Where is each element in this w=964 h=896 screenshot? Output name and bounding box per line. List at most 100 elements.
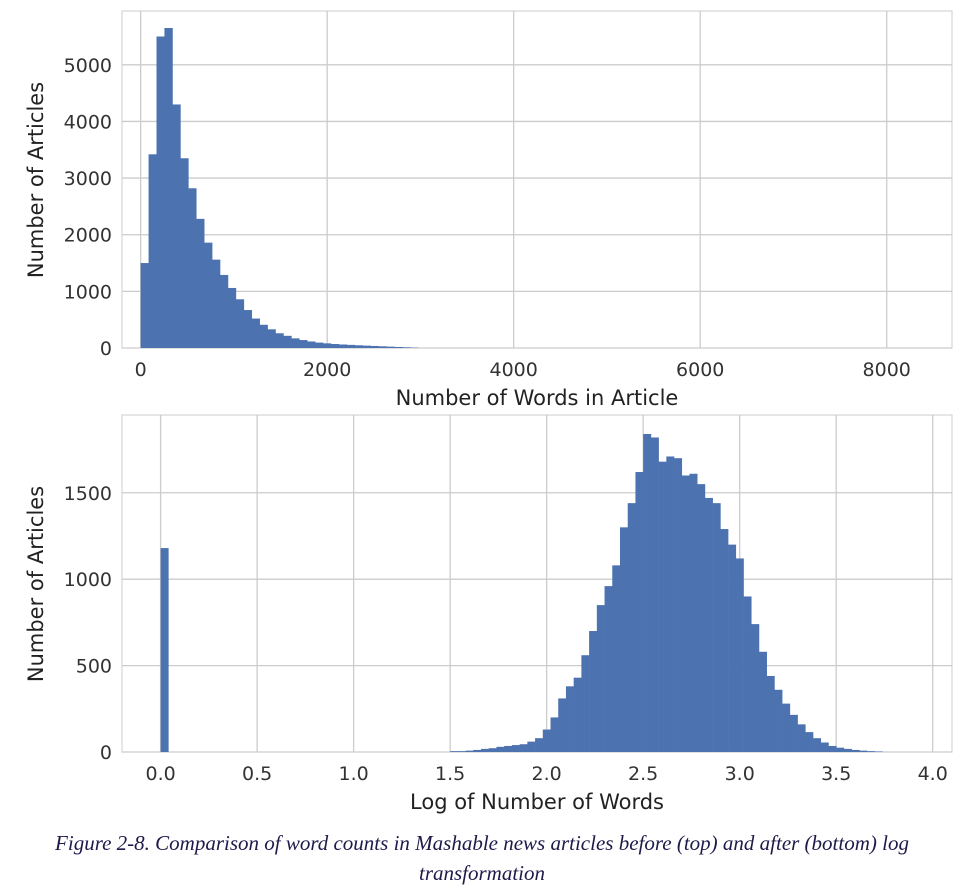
top-y-tick-label: 0	[100, 338, 112, 360]
top-histogram-bar	[196, 218, 205, 348]
bottom-x-ticks: 0.0 0.5 1.0 1.5 2.0 2.5 3.0 3.5 4.0	[145, 763, 947, 785]
top-histogram-bar	[378, 346, 387, 348]
top-histogram-bar	[148, 154, 157, 348]
bottom-x-tick-label: 4.0	[918, 763, 948, 785]
bottom-histogram-bar	[859, 750, 868, 752]
bottom-histogram-bar	[620, 527, 629, 752]
bottom-histogram-bar	[481, 748, 490, 752]
bottom-y-tick-label: 0	[100, 742, 112, 764]
top-x-tick-label: 8000	[863, 359, 911, 381]
top-histogram-bar	[204, 242, 213, 348]
top-histogram-bar	[267, 329, 276, 348]
bottom-histogram-bar	[843, 748, 852, 752]
bottom-histogram-bar	[635, 472, 644, 752]
top-histogram-bar	[299, 340, 308, 348]
top-y-tick-label: 4000	[64, 111, 112, 133]
top-histogram-bar	[180, 158, 189, 348]
top-histogram-bar	[354, 345, 364, 348]
bottom-x-tick-label: 0.0	[145, 763, 175, 785]
top-histogram-bar	[243, 310, 253, 348]
bottom-histogram-bar	[473, 749, 482, 752]
top-x-tick-label: 4000	[490, 359, 538, 381]
bottom-x-tick-label: 1.5	[435, 763, 465, 785]
top-plot-area	[121, 10, 953, 349]
bottom-histogram-bar	[766, 675, 775, 752]
bottom-y-tick-label: 1500	[64, 483, 112, 505]
bottom-histogram-bar	[851, 749, 860, 752]
top-x-tick-label: 0	[135, 359, 147, 381]
bottom-histogram-bar	[674, 458, 683, 752]
figure-caption: Figure 2-8. Comparison of word counts in…	[55, 831, 909, 885]
bottom-histogram-bar	[712, 503, 721, 752]
top-y-axis-label: Number of Articles	[24, 82, 48, 278]
top-histogram-bar	[275, 333, 284, 348]
top-histogram-bar	[227, 287, 237, 348]
bottom-x-tick-label: 3.5	[821, 763, 851, 785]
bottom-x-tick-label: 3.0	[725, 763, 755, 785]
top-histogram-bar	[315, 342, 324, 348]
top-bars	[140, 27, 419, 348]
bottom-histogram-bar	[488, 748, 497, 752]
top-y-tick-label: 5000	[64, 55, 112, 77]
top-histogram-bar	[402, 347, 411, 348]
top-histogram-bar	[188, 188, 197, 348]
bottom-histogram-bar	[728, 544, 737, 752]
bottom-bars	[160, 434, 883, 752]
bottom-histogram-bar	[450, 751, 459, 752]
bottom-histogram-bar	[504, 745, 513, 752]
bottom-histogram-bar	[697, 484, 706, 752]
top-histogram-bar	[259, 324, 268, 348]
bottom-histogram-bar	[596, 605, 605, 752]
bottom-histogram-bar	[720, 529, 729, 752]
top-x-tick-label: 6000	[676, 359, 724, 381]
bottom-histogram-bar	[550, 717, 559, 752]
bottom-histogram-bar	[681, 475, 690, 752]
top-histogram-bar	[211, 259, 221, 348]
bottom-histogram-bar	[813, 738, 822, 752]
bottom-y-ticks: 0 500 1000 1500	[64, 483, 112, 764]
bottom-histogram-bar	[867, 751, 876, 752]
top-y-tick-label: 1000	[64, 281, 112, 303]
bottom-histogram-bar	[643, 434, 652, 752]
top-histogram-bar	[235, 299, 245, 348]
bottom-histogram-bar	[874, 751, 883, 752]
top-y-tick-label: 3000	[64, 168, 112, 190]
bottom-histogram-bar	[650, 437, 659, 752]
bottom-y-tick-label: 1000	[64, 569, 112, 591]
bottom-histogram-bar	[820, 742, 829, 752]
top-histogram-bar	[140, 263, 149, 348]
top-histogram-bar	[283, 335, 292, 348]
bottom-histogram-bar	[743, 596, 752, 752]
top-histogram-bar	[386, 346, 395, 348]
top-histogram-bar	[219, 274, 229, 348]
bottom-histogram-bar	[160, 548, 169, 752]
top-histogram-bar	[322, 343, 332, 348]
top-histogram-bar	[164, 27, 173, 348]
top-histogram-bar	[338, 344, 348, 348]
top-histogram-bar	[291, 338, 300, 348]
top-histogram-bar	[370, 345, 379, 348]
top-y-tick-label: 2000	[64, 225, 112, 247]
bottom-histogram-bar	[836, 747, 845, 752]
top-x-tick-label: 2000	[303, 359, 351, 381]
bottom-x-tick-label: 2.0	[532, 763, 562, 785]
bottom-histogram-bar	[797, 724, 806, 752]
top-histogram-bar	[172, 104, 181, 348]
bottom-histogram-bar	[604, 586, 613, 752]
bottom-histogram-bar	[589, 631, 598, 752]
bottom-y-tick-label: 500	[76, 656, 112, 678]
bottom-histogram-bar	[666, 456, 675, 752]
bottom-histogram-bar	[612, 565, 621, 752]
bottom-histogram-bar	[689, 473, 698, 752]
top-histogram-bar	[330, 344, 340, 348]
bottom-histogram-bar	[789, 714, 798, 752]
bottom-histogram-bar	[704, 497, 713, 752]
top-histogram-bar	[251, 318, 260, 348]
bottom-histogram-bar	[496, 746, 505, 752]
bottom-histogram-bar	[627, 503, 636, 752]
bottom-histogram-bar	[527, 741, 536, 752]
bottom-histogram-bar	[774, 689, 783, 752]
bottom-histogram-bar	[735, 558, 744, 752]
bottom-histogram-bar	[581, 655, 590, 752]
